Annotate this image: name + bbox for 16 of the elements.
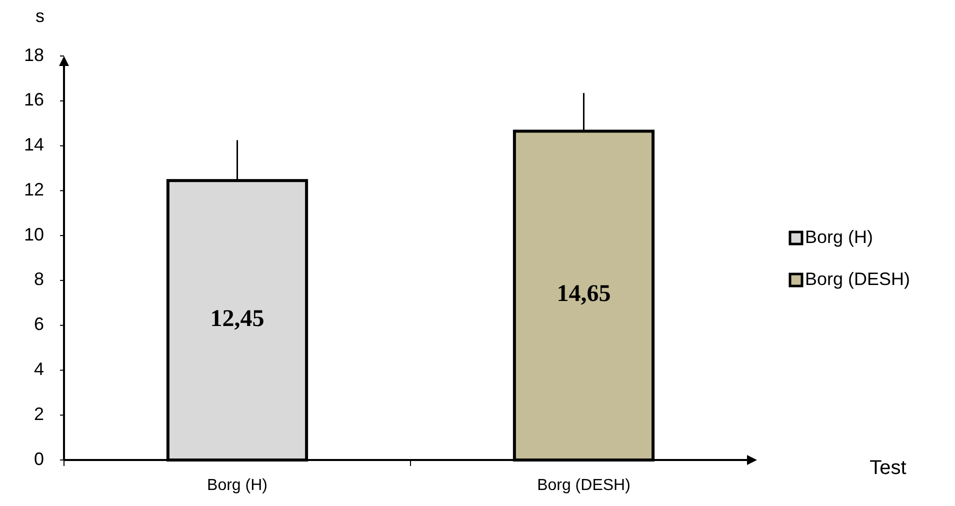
y-axis-title: s bbox=[36, 6, 44, 26]
y-tick-label: 6 bbox=[34, 314, 44, 334]
y-tick-label: 18 bbox=[24, 44, 44, 65]
legend-label: Borg (DESH) bbox=[805, 268, 910, 289]
data-label: 12,45 bbox=[210, 306, 264, 332]
y-tick-label: 0 bbox=[34, 448, 44, 469]
y-tick-label: 2 bbox=[34, 404, 44, 424]
y-tick-label: 8 bbox=[34, 269, 44, 290]
y-tick-label: 4 bbox=[34, 358, 44, 379]
text: Test bbox=[870, 457, 907, 479]
legend-label: Borg (H) bbox=[805, 226, 874, 247]
y-tick-label: 14 bbox=[24, 134, 44, 155]
data-label: 14,65 bbox=[556, 281, 611, 308]
y-tick-label: 12 bbox=[24, 179, 44, 200]
y-tick-label: 10 bbox=[24, 224, 44, 244]
y-tick-label: 16 bbox=[24, 90, 44, 110]
